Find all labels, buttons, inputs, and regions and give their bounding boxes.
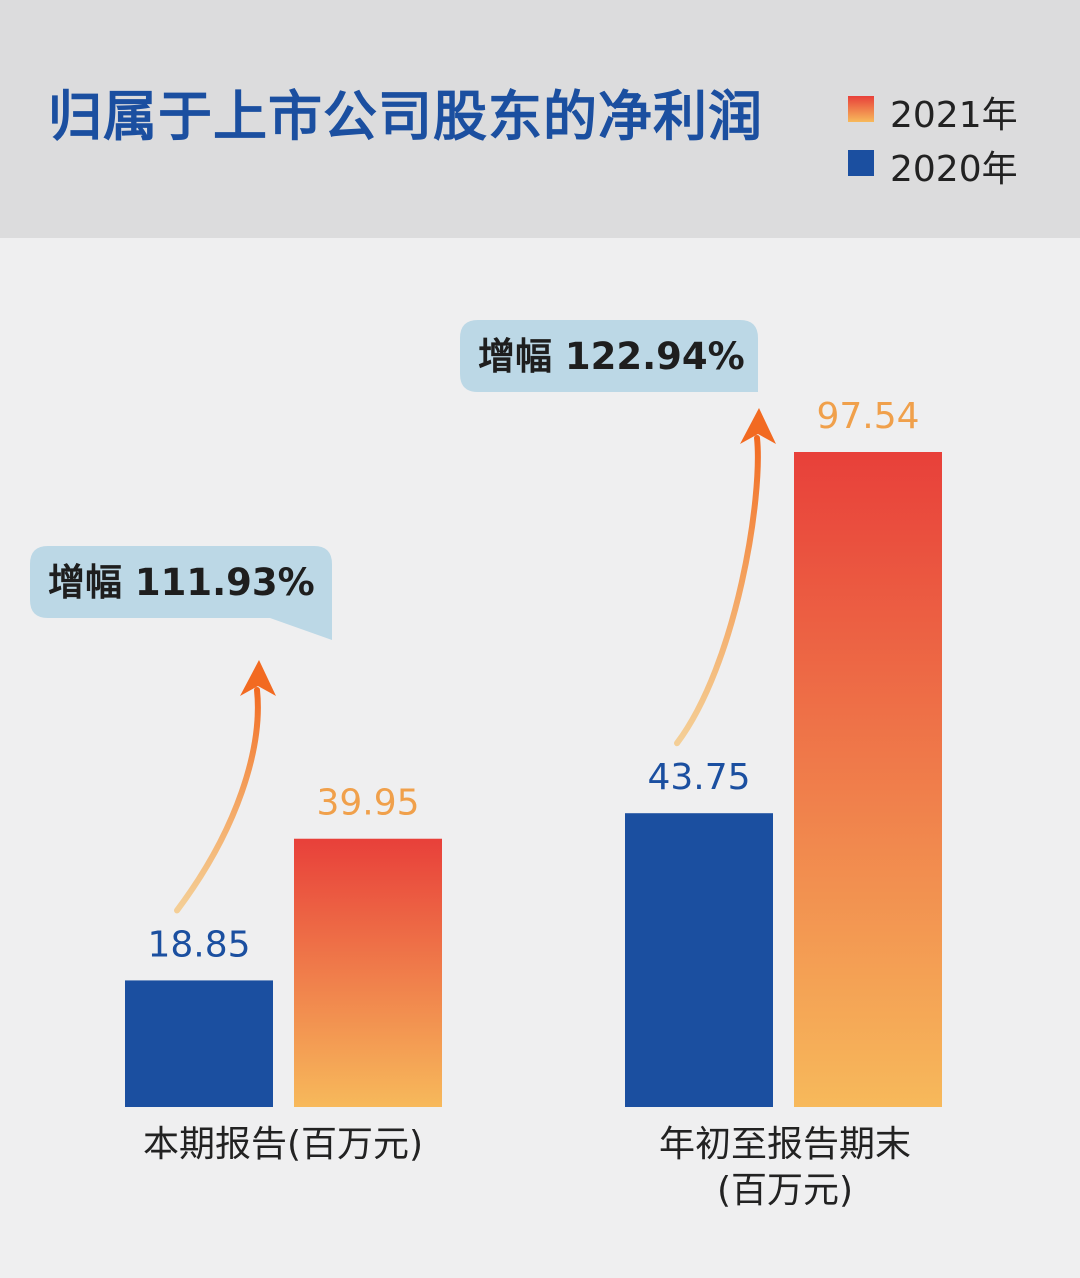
header-band: [0, 0, 1080, 238]
chart-title: 归属于上市公司股东的净利润: [48, 85, 763, 148]
bar-2020-0: [125, 980, 273, 1107]
legend-label-2020: 2020年: [890, 149, 1018, 190]
growth-callout-bubble-0: [30, 546, 332, 640]
bar-2021-1: [794, 452, 942, 1107]
legend-label-2021: 2021年: [890, 95, 1018, 136]
growth-arrow-head-0: [240, 660, 276, 696]
value-label-2020-0: 18.85: [147, 924, 250, 965]
growth-callout-text-0: 增幅 111.93%: [48, 561, 315, 604]
value-label-2021-0: 39.95: [316, 783, 419, 824]
value-label-2021-1: 97.54: [816, 396, 919, 437]
growth-arrow-head-1: [740, 408, 776, 444]
value-label-2020-1: 43.75: [647, 757, 750, 798]
legend-swatch-2020: [848, 150, 874, 176]
bar-2021-0: [294, 838, 442, 1107]
category-label-current-period: 本期报告(百万元): [142, 1124, 424, 1165]
legend-swatch-2021: [848, 96, 874, 122]
growth-callout-text-1: 增幅 122.94%: [478, 335, 745, 378]
growth-arrow-shaft-1: [674, 435, 761, 747]
growth-arrow-shaft-0: [174, 687, 261, 914]
bar-2020-1: [625, 813, 773, 1107]
category-label-year-to-date: 年初至报告期末 (百万元): [658, 1124, 911, 1211]
growth-callout-bubble-1: [460, 320, 758, 412]
